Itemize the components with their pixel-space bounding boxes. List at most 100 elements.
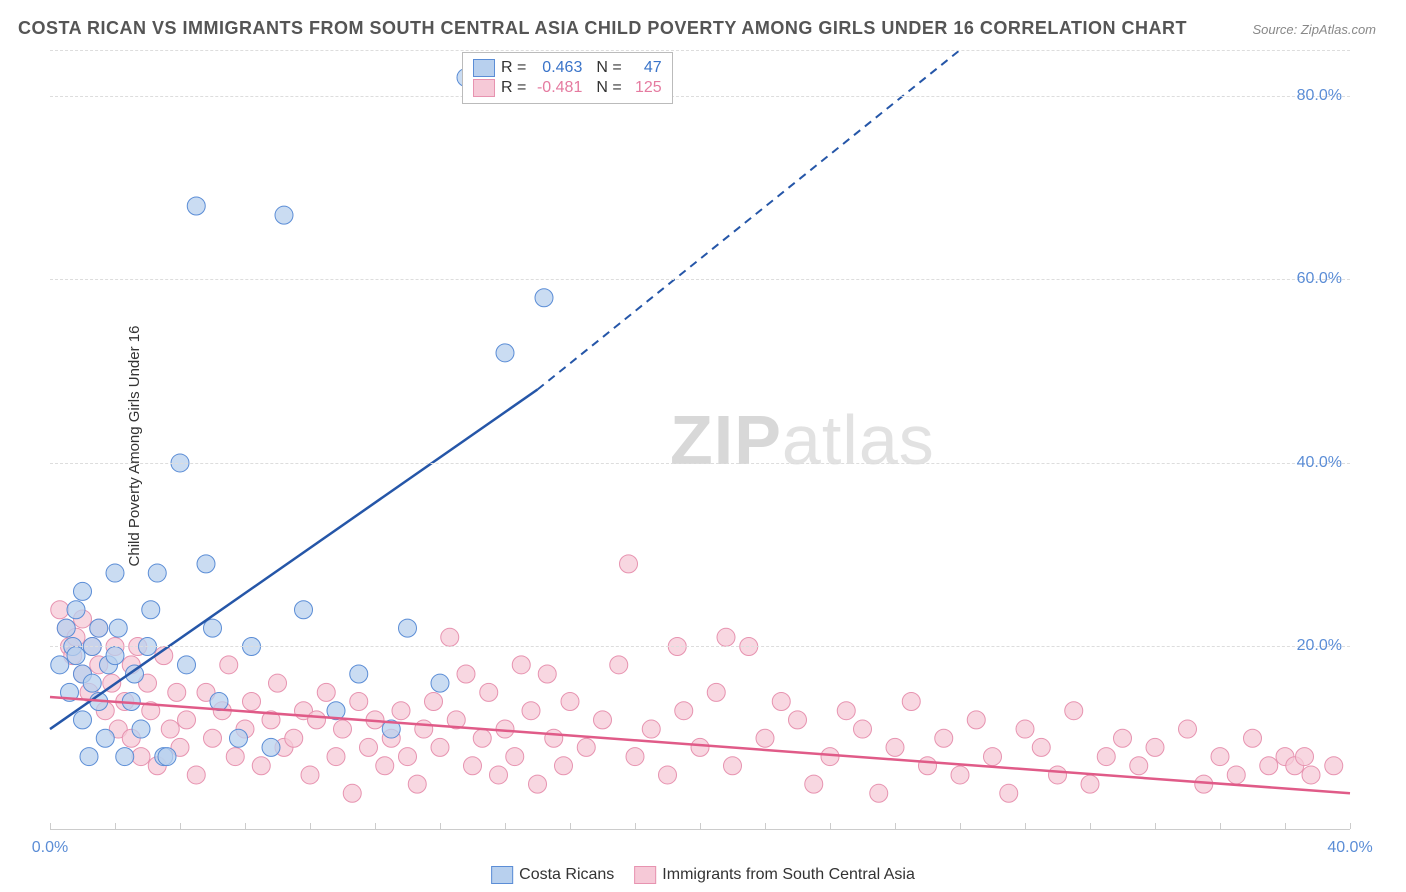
scatter-point	[408, 775, 426, 793]
scatter-point	[642, 720, 660, 738]
scatter-point	[74, 582, 92, 600]
scatter-point	[545, 729, 563, 747]
stat-r-value: -0.481	[532, 79, 582, 97]
scatter-point	[691, 738, 709, 756]
x-tick-minor	[180, 823, 181, 829]
scatter-point	[285, 729, 303, 747]
scatter-point	[252, 757, 270, 775]
plot-area: ZIPatlas 20.0%40.0%60.0%80.0%0.0%40.0%	[50, 50, 1350, 830]
scatter-point	[1000, 784, 1018, 802]
scatter-point	[1260, 757, 1278, 775]
x-tick-minor	[700, 823, 701, 829]
scatter-point	[187, 197, 205, 215]
scatter-point	[106, 564, 124, 582]
x-tick-minor	[115, 823, 116, 829]
source-citation: Source: ZipAtlas.com	[1252, 22, 1376, 37]
scatter-point	[594, 711, 612, 729]
scatter-point	[96, 729, 114, 747]
scatter-point	[441, 628, 459, 646]
scatter-point	[51, 601, 69, 619]
x-tick-minor	[310, 823, 311, 829]
scatter-point	[90, 619, 108, 637]
scatter-point	[1302, 766, 1320, 784]
gridline	[50, 96, 1350, 97]
scatter-point	[51, 656, 69, 674]
stat-n-label: N =	[596, 59, 621, 77]
scatter-point	[490, 766, 508, 784]
gridline	[50, 279, 1350, 280]
x-tick-minor	[830, 823, 831, 829]
scatter-point	[659, 766, 677, 784]
scatter-point	[275, 206, 293, 224]
scatter-point	[83, 674, 101, 692]
legend-label: Immigrants from South Central Asia	[662, 866, 915, 884]
scatter-point	[805, 775, 823, 793]
scatter-point	[148, 564, 166, 582]
scatter-point	[301, 766, 319, 784]
scatter-point	[204, 619, 222, 637]
legend: Costa Ricans Immigrants from South Centra…	[491, 866, 915, 884]
scatter-point	[480, 683, 498, 701]
scatter-point	[457, 665, 475, 683]
scatter-point	[724, 757, 742, 775]
x-tick-minor	[895, 823, 896, 829]
scatter-point	[529, 775, 547, 793]
scatter-point	[1081, 775, 1099, 793]
x-tick-minor	[960, 823, 961, 829]
x-tick-minor	[50, 823, 51, 829]
scatter-point	[67, 601, 85, 619]
scatter-point	[535, 289, 553, 307]
scatter-point	[431, 738, 449, 756]
scatter-point	[1296, 748, 1314, 766]
stat-r-value: 0.463	[532, 59, 582, 77]
stats-swatch	[473, 79, 495, 97]
scatter-point	[464, 757, 482, 775]
scatter-point	[161, 720, 179, 738]
scatter-point	[837, 702, 855, 720]
scatter-point	[886, 738, 904, 756]
scatter-point	[1049, 766, 1067, 784]
scatter-point	[67, 647, 85, 665]
stat-n-value: 125	[628, 79, 662, 97]
legend-swatch	[634, 866, 656, 884]
scatter-point	[317, 683, 335, 701]
scatter-point	[538, 665, 556, 683]
scatter-point	[717, 628, 735, 646]
scatter-point	[1114, 729, 1132, 747]
scatter-point	[1244, 729, 1262, 747]
scatter-point	[230, 729, 248, 747]
scatter-point	[425, 693, 443, 711]
scatter-point	[109, 619, 127, 637]
x-tick-minor	[375, 823, 376, 829]
scatter-point	[1032, 738, 1050, 756]
x-tick-minor	[1350, 823, 1351, 829]
scatter-point	[1325, 757, 1343, 775]
y-tick-label: 60.0%	[1297, 270, 1342, 288]
scatter-point	[496, 344, 514, 362]
scatter-point	[187, 766, 205, 784]
scatter-point	[772, 693, 790, 711]
scatter-point	[132, 748, 150, 766]
scatter-point	[392, 702, 410, 720]
x-tick-minor	[245, 823, 246, 829]
scatter-point	[555, 757, 573, 775]
scatter-point	[168, 683, 186, 701]
stat-r-label: R =	[501, 79, 526, 97]
scatter-point	[308, 711, 326, 729]
legend-item: Costa Ricans	[491, 866, 614, 884]
legend-item: Immigrants from South Central Asia	[634, 866, 915, 884]
scatter-point	[506, 748, 524, 766]
gridline	[50, 50, 1350, 51]
scatter-point	[577, 738, 595, 756]
scatter-point	[197, 555, 215, 573]
gridline	[50, 646, 1350, 647]
scatter-point	[106, 647, 124, 665]
scatter-point	[935, 729, 953, 747]
scatter-point	[984, 748, 1002, 766]
scatter-point	[415, 720, 433, 738]
scatter-point	[269, 674, 287, 692]
y-tick-label: 80.0%	[1297, 87, 1342, 105]
scatter-point	[1227, 766, 1245, 784]
y-tick-label: 20.0%	[1297, 637, 1342, 655]
x-tick-minor	[440, 823, 441, 829]
